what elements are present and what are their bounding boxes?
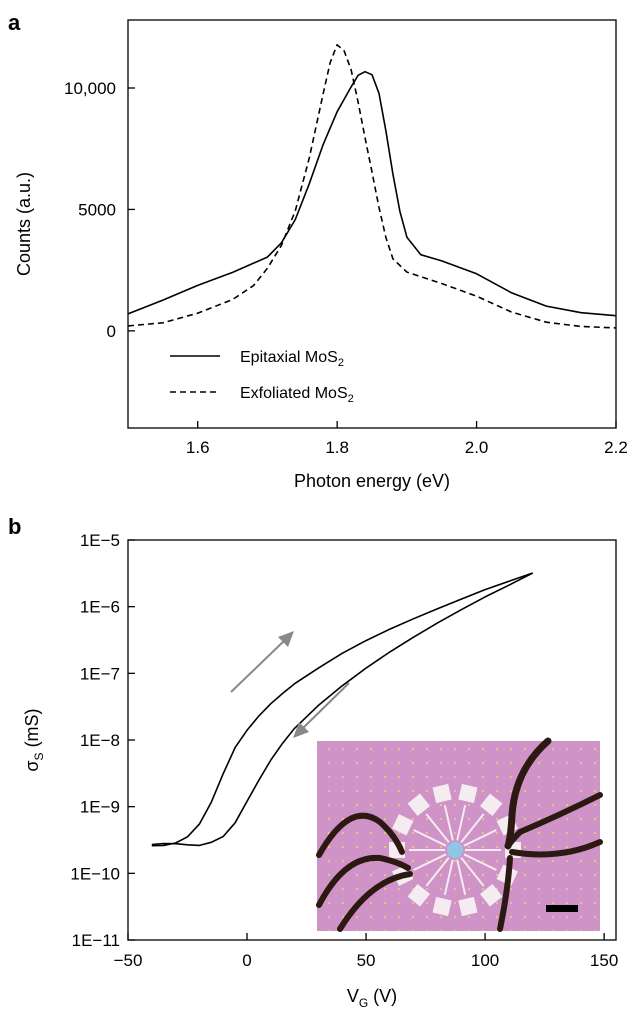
electrode-lead [460,813,485,843]
probe-needle-3 [337,871,413,932]
channel-center [447,842,463,858]
a-ytick-label: 0 [107,322,116,341]
probe-needle-7 [497,855,513,932]
b-ytick-label: 1E−8 [80,731,120,750]
b-ytick-label: 1E−5 [80,531,120,550]
electrode-lead [463,853,497,871]
legend-label-epitaxial: Epitaxial MoS2 [240,349,344,369]
forward-sweep-line [151,572,533,847]
b-ytick-label: 1E−7 [80,664,120,683]
probe-needle-1 [316,812,405,858]
electrode-pad [432,783,452,804]
electrode-pad [407,884,431,907]
b-ytick-label: 1E−6 [80,598,120,617]
probe-needle-5 [505,792,603,849]
b-xtick-label: −50 [114,951,143,970]
b-xtick-label: 50 [357,951,376,970]
b-xtick-label: 0 [242,951,251,970]
electrode-lead [463,829,497,847]
panel-a-frame [127,19,617,429]
a-xtick-label: 1.8 [325,438,349,457]
forward-sweep-arrow [230,631,294,693]
a-ytick-label: 5000 [78,200,116,219]
electrode-lead [443,859,454,896]
electrode-lead [413,829,447,847]
electrode-pad [407,793,431,816]
panel-b-label: b [8,514,21,539]
b-ytick-label: 1E−9 [80,798,120,817]
electrode-lead [443,804,454,841]
panel-b-series [151,572,534,847]
a-xtick-label: 2.2 [604,438,628,457]
panel-a-legend: Epitaxial MoS2 Exfoliated MoS2 [170,349,354,405]
electrode-lead [456,804,467,841]
a-ytick-label: 10,000 [64,79,116,98]
electrode-lead [413,853,447,871]
probe-needle-6 [509,839,603,858]
electrode-pad [432,896,452,917]
electrode-pad [479,793,503,816]
panel-a-ylabel: Counts (a.u.) [14,172,34,276]
electrode-pad [479,884,503,907]
electrode-pad [392,814,414,836]
b-ytick-label: 1E−11 [72,931,120,950]
panel-b-xlabel: VG (V) [347,986,397,1010]
electrode-pads [389,783,521,917]
probe-needle-4 [504,737,552,850]
electrode-lead [425,813,450,843]
series-epitaxial-line [128,70,616,317]
electrode-lead [460,857,485,887]
panel-a-label: a [8,10,21,35]
b-ytick-label: 1E−10 [70,864,120,883]
device-micrograph-inset [316,737,603,932]
probe-needle-2 [316,854,411,908]
panel-b-ylabel: σS (mS) [22,708,46,771]
legend-label-exfoliated: Exfoliated MoS2 [240,385,354,405]
series-exfoliated-line [128,44,616,329]
electrode-lead [425,857,450,887]
reverse-sweep-arrow [293,682,350,738]
b-xtick-label: 150 [590,951,618,970]
panel-a-series [128,44,616,329]
panel-a-ticks: 1.6 1.8 2.0 2.2 0 5000 10,000 [64,79,628,457]
panel-b-ticks: −50 0 50 100 150 1E−11 1E−10 1E−9 1E−8 1E−7 1E−6 1E… [70,531,618,970]
scale-bar [546,905,578,912]
panel-b-chart: −50 0 50 100 150 1E−11 1E−10 1E−9 1E−8 1E−7 1E−6 1E… [22,531,618,1010]
panel-a-chart: 1.6 1.8 2.0 2.2 0 5000 10,000 Epitaxial MoS2 E… [14,19,628,491]
electrode-pad [458,896,478,917]
electrode-lead [456,859,467,896]
panel-a-xlabel: Photon energy (eV) [294,471,450,491]
reverse-sweep-line [151,572,534,847]
electrode-pad [458,783,478,804]
a-xtick-label: 1.6 [186,438,210,457]
a-xtick-label: 2.0 [465,438,489,457]
b-xtick-label: 100 [471,951,499,970]
